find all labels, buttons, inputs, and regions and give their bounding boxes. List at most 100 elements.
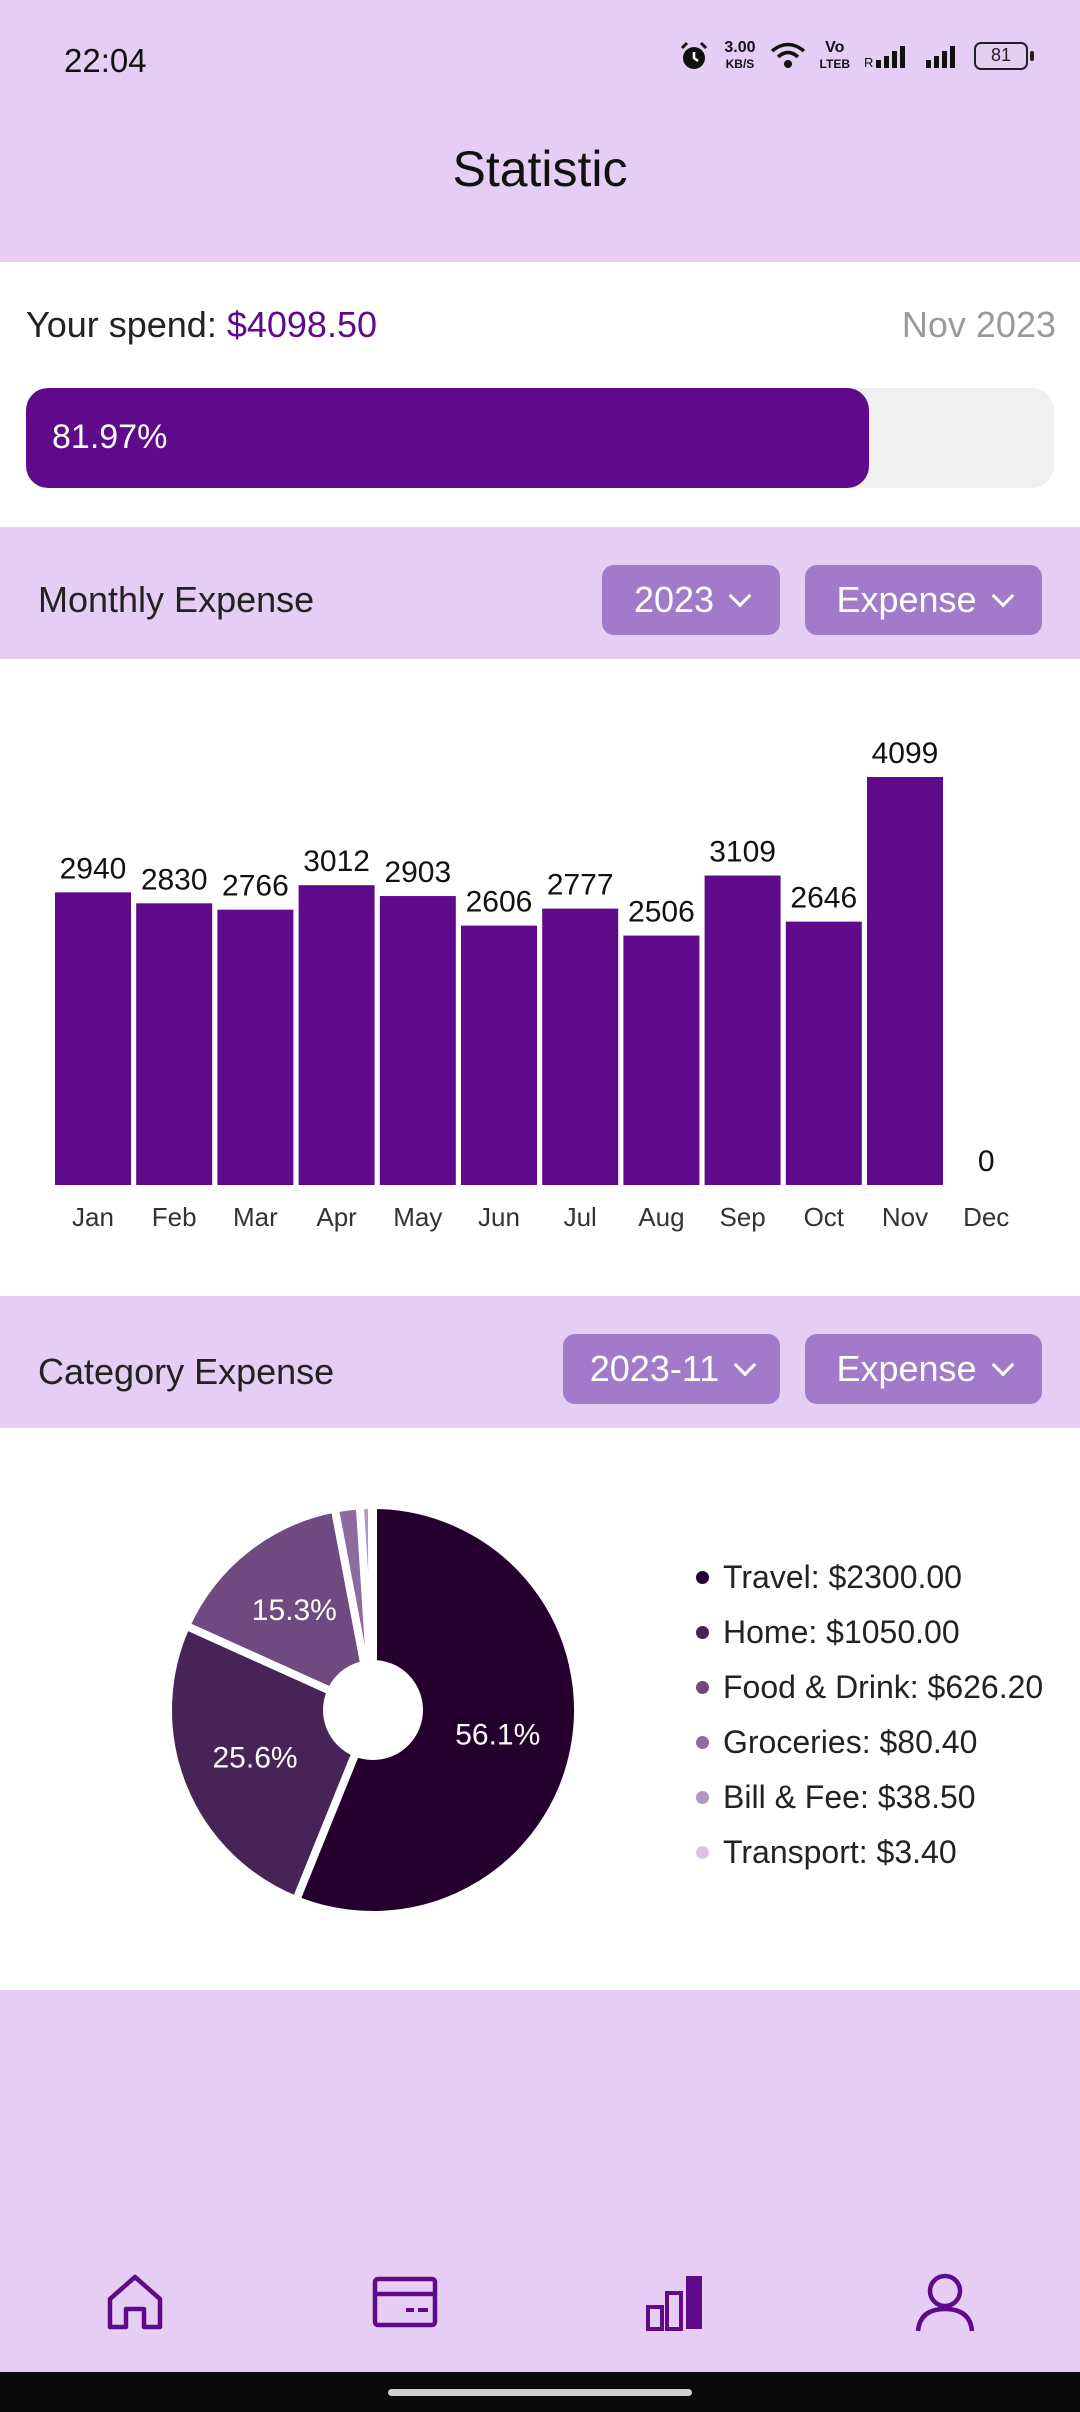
spend-progress-bar: 81.97% xyxy=(26,388,1054,488)
home-icon xyxy=(107,2274,163,2330)
pie-slice xyxy=(292,1501,582,1919)
bar-jul xyxy=(542,908,619,1185)
legend-label: Travel: $2300.00 xyxy=(723,1559,962,1595)
bar-value-label: 2903 xyxy=(384,856,451,889)
card-icon xyxy=(372,2276,438,2328)
chevron-down-icon xyxy=(728,584,752,608)
spend-label: Your spend: xyxy=(26,304,227,345)
pie-slice xyxy=(182,1504,377,1714)
legend-dot-icon xyxy=(696,1791,709,1804)
month-dropdown[interactable]: 2023-11 xyxy=(563,1334,780,1404)
profile-icon xyxy=(915,2273,975,2332)
monthly-chart-panel: 2940 Jan 2830 Feb 2766 Mar 3012 Apr 2903 May 2606 J… xyxy=(0,659,1080,1296)
month-dropdown-label: 2023-11 xyxy=(589,1348,720,1389)
category-legend: Travel: $2300.00 Home: $1050.00 Food & Dri… xyxy=(696,1550,1043,1880)
x-tick-label: Nov xyxy=(882,1202,928,1232)
chevron-down-icon xyxy=(991,1353,1014,1377)
x-tick-label: Jan xyxy=(72,1202,114,1232)
legend-item: Food & Drink: $626.20 xyxy=(696,1660,1043,1715)
bar-value-label: 0 xyxy=(978,1145,995,1178)
legend-dot-icon xyxy=(696,1626,709,1639)
bar-value-label: 2646 xyxy=(790,882,857,915)
legend-dot-icon xyxy=(696,1681,709,1694)
chevron-down-icon xyxy=(991,584,1014,608)
category-expense-title: Category Expense xyxy=(38,1351,335,1392)
bar-oct xyxy=(785,921,862,1185)
legend-dot-icon xyxy=(696,1571,709,1584)
signal-icon-2 xyxy=(926,46,955,68)
chevron-down-icon xyxy=(733,1353,757,1377)
monthly-expense-header: Monthly Expense 2023 Expense xyxy=(0,527,1080,659)
bottom-navigation xyxy=(0,2230,1080,2372)
x-tick-label: Aug xyxy=(638,1202,684,1232)
category-pie-chart: 56.1% 25.6% 15.3% xyxy=(164,1501,582,1919)
legend-label: Bill & Fee: $38.50 xyxy=(723,1779,976,1815)
legend-label: Food & Drink: $626.20 xyxy=(723,1669,1044,1705)
category-type-dropdown[interactable]: Expense xyxy=(805,1334,1042,1404)
bar-may xyxy=(379,896,456,1185)
status-bar: 22:04 3.00 KB/S Vo LTEB R xyxy=(0,0,1080,124)
bar-value-label: 2766 xyxy=(222,870,289,903)
x-tick-label: May xyxy=(393,1202,442,1232)
category-chart-panel: 56.1% 25.6% 15.3% xyxy=(0,1428,1080,1990)
x-tick-label: Jun xyxy=(478,1202,520,1232)
legend-label: Home: $1050.00 xyxy=(723,1614,960,1650)
year-dropdown[interactable]: 2023 xyxy=(602,565,780,635)
bar-value-label: 2606 xyxy=(466,886,533,919)
legend-item: Groceries: $80.40 xyxy=(696,1715,1043,1770)
legend-item: Home: $1050.00 xyxy=(696,1605,1043,1660)
pie-slice-label: 15.3% xyxy=(252,1594,337,1627)
status-icons: 3.00 KB/S Vo LTEB R 81 xyxy=(678,39,1034,72)
pie-slice xyxy=(164,1621,377,1905)
status-time: 22:04 xyxy=(64,42,147,79)
spend-progress-label: 81.97% xyxy=(52,418,168,456)
x-tick-label: Jul xyxy=(564,1202,597,1232)
bar-mar xyxy=(217,909,294,1185)
legend-label: Transport: $3.40 xyxy=(723,1834,957,1870)
nav-profile[interactable] xyxy=(905,2262,985,2342)
nav-cards[interactable] xyxy=(365,2262,445,2342)
alarm-icon xyxy=(681,41,708,69)
bar-nov xyxy=(867,777,943,1185)
monthly-type-label: Expense xyxy=(836,579,977,620)
battery-icon: 81 xyxy=(974,42,1034,70)
monthly-bar-chart: 2940 Jan 2830 Feb 2766 Mar 3012 Apr 2903 May 2606 J… xyxy=(55,737,1009,1232)
bar-value-label: 2506 xyxy=(628,896,695,929)
nav-home[interactable] xyxy=(95,2262,175,2342)
category-expense-header: Category Expense 2023-11 Expense xyxy=(0,1296,1080,1428)
home-gesture-handle[interactable] xyxy=(388,2389,692,2396)
network-speed: 3.00 KB/S xyxy=(724,39,756,72)
pie-slice-label: 25.6% xyxy=(213,1741,298,1774)
wifi-icon xyxy=(770,42,805,68)
bar-value-label: 2777 xyxy=(547,869,614,902)
bar-value-label: 2940 xyxy=(60,852,127,885)
category-type-label: Expense xyxy=(836,1348,977,1389)
spend-summary: Your spend: $4098.50 xyxy=(26,304,377,346)
legend-dot-icon xyxy=(696,1736,709,1749)
bar-value-label: 3012 xyxy=(303,845,370,878)
bar-jun xyxy=(461,925,537,1185)
x-tick-label: Dec xyxy=(963,1202,1009,1232)
stats-icon xyxy=(646,2276,702,2331)
x-tick-label: Oct xyxy=(804,1202,845,1232)
bar-jan xyxy=(55,892,131,1185)
legend-label: Groceries: $80.40 xyxy=(723,1724,978,1760)
system-navigation-bar xyxy=(0,2372,1080,2412)
x-tick-label: Sep xyxy=(719,1202,765,1232)
monthly-expense-title: Monthly Expense xyxy=(38,579,315,620)
monthly-type-dropdown[interactable]: Expense xyxy=(805,565,1042,635)
nav-statistics[interactable] xyxy=(635,2262,715,2342)
x-tick-label: Apr xyxy=(316,1202,357,1232)
pie-slice xyxy=(367,1501,377,1714)
bar-sep xyxy=(704,875,781,1185)
legend-item: Travel: $2300.00 xyxy=(696,1550,1043,1605)
svg-text:R: R xyxy=(864,55,873,69)
bar-feb xyxy=(136,903,213,1185)
page-title: Statistic xyxy=(452,141,628,197)
x-tick-label: Mar xyxy=(233,1202,278,1232)
signal-icon-1: R xyxy=(864,46,905,69)
spend-progress-fill xyxy=(26,388,869,488)
x-tick-label: Feb xyxy=(152,1202,197,1232)
volte-indicator: Vo LTEB xyxy=(819,39,850,72)
bar-value-label: 2830 xyxy=(141,863,208,896)
